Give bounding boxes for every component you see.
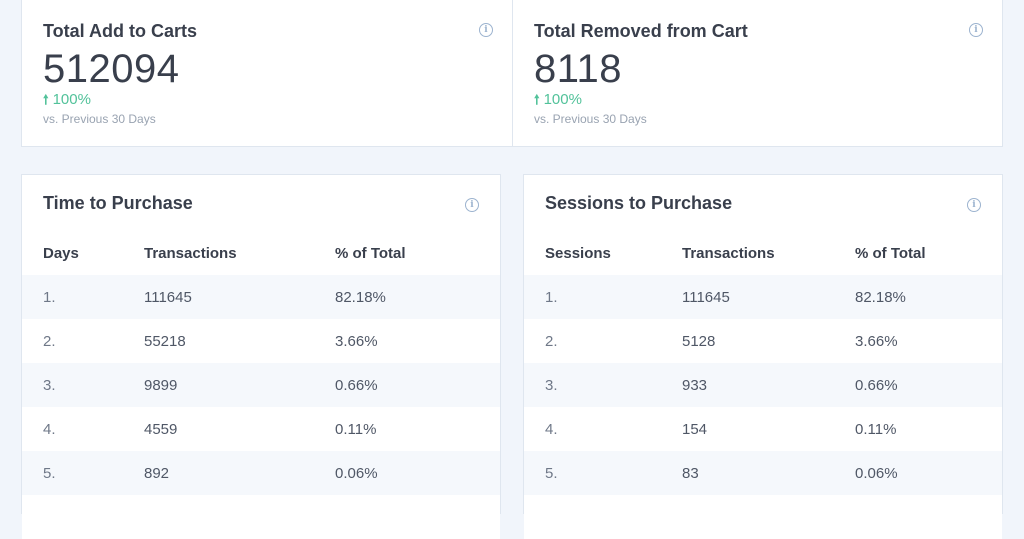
cell-transactions: 83 xyxy=(682,464,699,482)
cell-percent: 0.11% xyxy=(335,420,377,438)
table-row: 5. 83 0.06% xyxy=(524,451,1002,495)
cell-rank: 2. xyxy=(43,332,56,350)
time-to-purchase-table: Days Transactions % of Total 1. 111645 8… xyxy=(22,231,500,539)
stat-compare: vs. Previous 30 Days xyxy=(43,112,156,126)
cell-transactions: 55218 xyxy=(144,332,186,350)
cell-percent: 0.06% xyxy=(335,464,378,482)
table-row: 2. 55218 3.66% xyxy=(22,319,500,363)
card-title: Sessions to Purchase xyxy=(545,193,733,213)
cell-percent: 0.66% xyxy=(335,376,378,394)
time-to-purchase-card: Time to Purchase i Days Transactions % o… xyxy=(21,174,501,539)
table-row: 4. 154 0.11% xyxy=(524,407,1002,451)
cell-rank: 3. xyxy=(43,376,56,394)
table-body: 1. 111645 82.18% 2. 55218 3.66% 3. 9899 … xyxy=(22,275,500,539)
cell-transactions: 9899 xyxy=(144,376,178,394)
stat-change: 🠕 100% xyxy=(43,91,491,109)
stat-compare: vs. Previous 30 Days xyxy=(534,112,647,126)
arrow-up-icon: 🠕 xyxy=(534,92,540,107)
info-icon[interactable]: i xyxy=(969,23,983,37)
column-header-sessions: Sessions xyxy=(545,244,611,262)
cell-transactions: 4559 xyxy=(144,420,178,438)
cell-rank: 1. xyxy=(43,288,56,306)
stat-value: 512094 xyxy=(43,47,180,91)
table-body: 1. 111645 82.18% 2. 5128 3.66% 3. 933 0.… xyxy=(524,275,1002,539)
stat-change-value: 100% xyxy=(543,91,582,108)
stat-change: 🠕 100% xyxy=(534,91,981,109)
table-row: 4. 4559 0.11% xyxy=(22,407,500,451)
column-header-days: Days xyxy=(43,244,79,262)
table-row: 3. 9899 0.66% xyxy=(22,363,500,407)
table-header: Sessions Transactions % of Total xyxy=(524,231,1002,275)
column-header-percent: % of Total xyxy=(855,244,926,262)
cell-percent: 0.11% xyxy=(855,420,897,438)
cell-rank: 4. xyxy=(545,420,558,438)
cell-rank: 1. xyxy=(545,288,558,306)
cell-percent: 82.18% xyxy=(855,288,906,306)
card-title: Time to Purchase xyxy=(43,193,193,213)
cell-transactions: 111645 xyxy=(144,288,192,306)
stats-row: Total Add to Carts 512094 🠕 100% vs. Pre… xyxy=(21,0,1003,147)
table-row: 1. 111645 82.18% xyxy=(524,275,1002,319)
cell-rank: 4. xyxy=(43,420,56,438)
cell-transactions: 111645 xyxy=(682,288,730,306)
sessions-to-purchase-card: Sessions to Purchase i Sessions Transact… xyxy=(523,174,1003,539)
cell-rank: 2. xyxy=(545,332,558,350)
cell-rank: 3. xyxy=(545,376,558,394)
cell-percent: 3.66% xyxy=(855,332,898,350)
stat-title: Total Add to Carts xyxy=(43,21,197,41)
arrow-up-icon: 🠕 xyxy=(43,92,49,107)
cell-rank: 5. xyxy=(43,464,56,482)
info-icon[interactable]: i xyxy=(967,198,981,212)
cell-transactions: 892 xyxy=(144,464,170,482)
stat-title: Total Removed from Cart xyxy=(534,21,748,41)
cell-percent: 0.06% xyxy=(855,464,898,482)
cell-rank: 5. xyxy=(545,464,558,482)
stat-value: 8118 xyxy=(534,47,623,91)
info-icon[interactable]: i xyxy=(465,198,479,212)
cell-percent: 0.66% xyxy=(855,376,898,394)
stat-change-value: 100% xyxy=(52,91,91,108)
stat-card-add-to-carts: Total Add to Carts 512094 🠕 100% vs. Pre… xyxy=(22,0,512,146)
table-row xyxy=(22,495,500,539)
cell-percent: 3.66% xyxy=(335,332,378,350)
cell-transactions: 5128 xyxy=(682,332,716,350)
column-header-percent: % of Total xyxy=(335,244,406,262)
table-row: 5. 892 0.06% xyxy=(22,451,500,495)
cell-percent: 82.18% xyxy=(335,288,386,306)
table-row: 3. 933 0.66% xyxy=(524,363,1002,407)
column-header-transactions: Transactions xyxy=(144,244,237,262)
table-row: 2. 5128 3.66% xyxy=(524,319,1002,363)
column-header-transactions: Transactions xyxy=(682,244,775,262)
table-header: Days Transactions % of Total xyxy=(22,231,500,275)
info-icon[interactable]: i xyxy=(479,23,493,37)
table-row xyxy=(524,495,1002,539)
cell-transactions: 154 xyxy=(682,420,708,438)
stat-card-removed-from-cart: Total Removed from Cart 8118 🠕 100% vs. … xyxy=(512,0,1002,146)
cell-transactions: 933 xyxy=(682,376,708,394)
table-row: 1. 111645 82.18% xyxy=(22,275,500,319)
sessions-to-purchase-table: Sessions Transactions % of Total 1. 1116… xyxy=(524,231,1002,539)
